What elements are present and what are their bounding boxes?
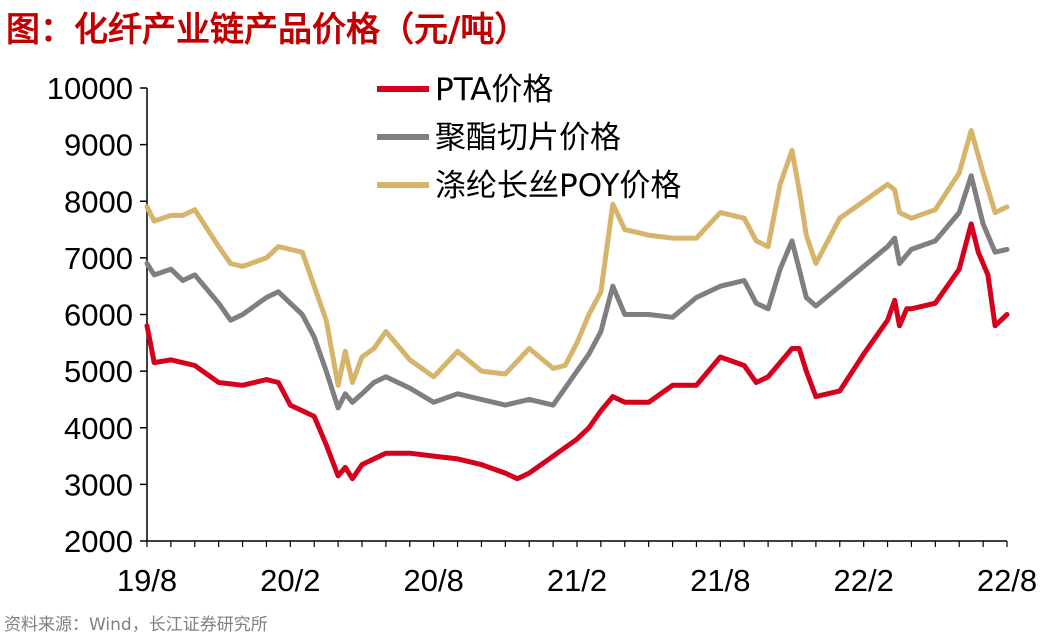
y-tick-label: 7000 [64, 241, 133, 276]
legend-label-0: PTA价格 [435, 72, 553, 108]
source-note: 资料来源：Wind，长江证券研究所 [4, 615, 268, 635]
legend-label-2: 涤纶长丝POY价格 [435, 168, 681, 204]
x-tick-label: 20/8 [403, 563, 463, 598]
y-tick-label: 5000 [64, 354, 133, 389]
x-tick-label: 22/8 [977, 563, 1037, 598]
x-tick-label: 22/2 [833, 563, 893, 598]
series-line-2 [144, 128, 1010, 388]
series-lines [144, 128, 1010, 482]
series-line-1 [144, 173, 1010, 411]
y-tick-label: 6000 [64, 298, 133, 333]
y-tick-label: 10000 [47, 71, 133, 106]
y-tick-label: 3000 [64, 467, 133, 502]
y-tick-label: 2000 [64, 524, 133, 559]
axes: 10000 9000 8000 7000 6000 5000 4000 3000 2000 19/… [47, 71, 1037, 598]
y-tick-label: 9000 [64, 128, 133, 163]
x-tick-label: 21/2 [547, 563, 607, 598]
series-line-0 [144, 221, 1010, 482]
x-tick-label: 21/8 [690, 563, 750, 598]
chart-title: 图：化纤产业链产品价格（元/吨） [6, 10, 529, 50]
x-tick-label: 20/2 [260, 563, 320, 598]
legend-label-1: 聚酯切片价格 [435, 120, 621, 156]
x-tick-label: 19/8 [117, 563, 177, 598]
y-tick-label: 8000 [64, 184, 133, 219]
y-tick-label: 4000 [64, 411, 133, 446]
